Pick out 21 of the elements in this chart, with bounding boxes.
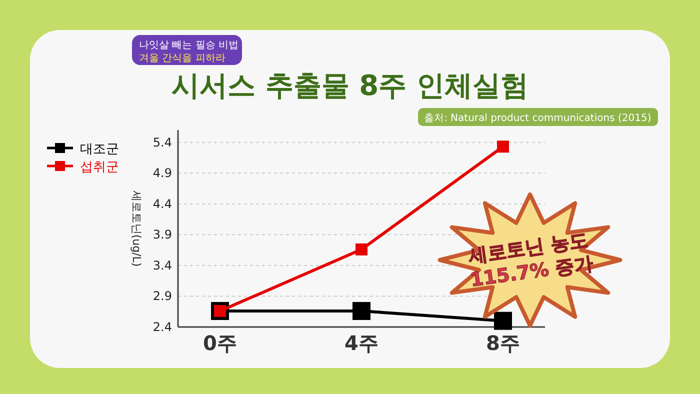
y-tick-label: 4.4 (152, 196, 172, 211)
point (494, 312, 512, 330)
chart-title: 시서스 추출물 8주 인체실험 (172, 69, 528, 102)
y-tick-label: 2.9 (152, 289, 172, 304)
y-tick-label: 4.9 (152, 166, 172, 180)
y-axis-title: 세로토닌(ug/L) (130, 190, 143, 267)
point (352, 302, 370, 320)
y-tick-label: 2.4 (152, 320, 172, 334)
y-tick-label: 5.4 (152, 135, 172, 150)
y-tick-label: 3.4 (152, 258, 172, 272)
source-note: 출처: Natural product communications (2015) (424, 113, 652, 124)
x-tick-label: 8주 (486, 331, 520, 355)
point (356, 243, 368, 256)
x-tick-label: 4주 (344, 331, 378, 355)
point (497, 140, 509, 153)
legend-label: 대조군 (80, 142, 119, 157)
text: 겨울 간식을 피하라 (139, 53, 226, 64)
x-tick-label: 0주 (203, 331, 237, 355)
legend-label: 섭취군 (80, 160, 119, 175)
y-tick-label: 3.9 (152, 228, 172, 242)
text: 나잇살 빼는 필승 비법 (139, 40, 239, 51)
